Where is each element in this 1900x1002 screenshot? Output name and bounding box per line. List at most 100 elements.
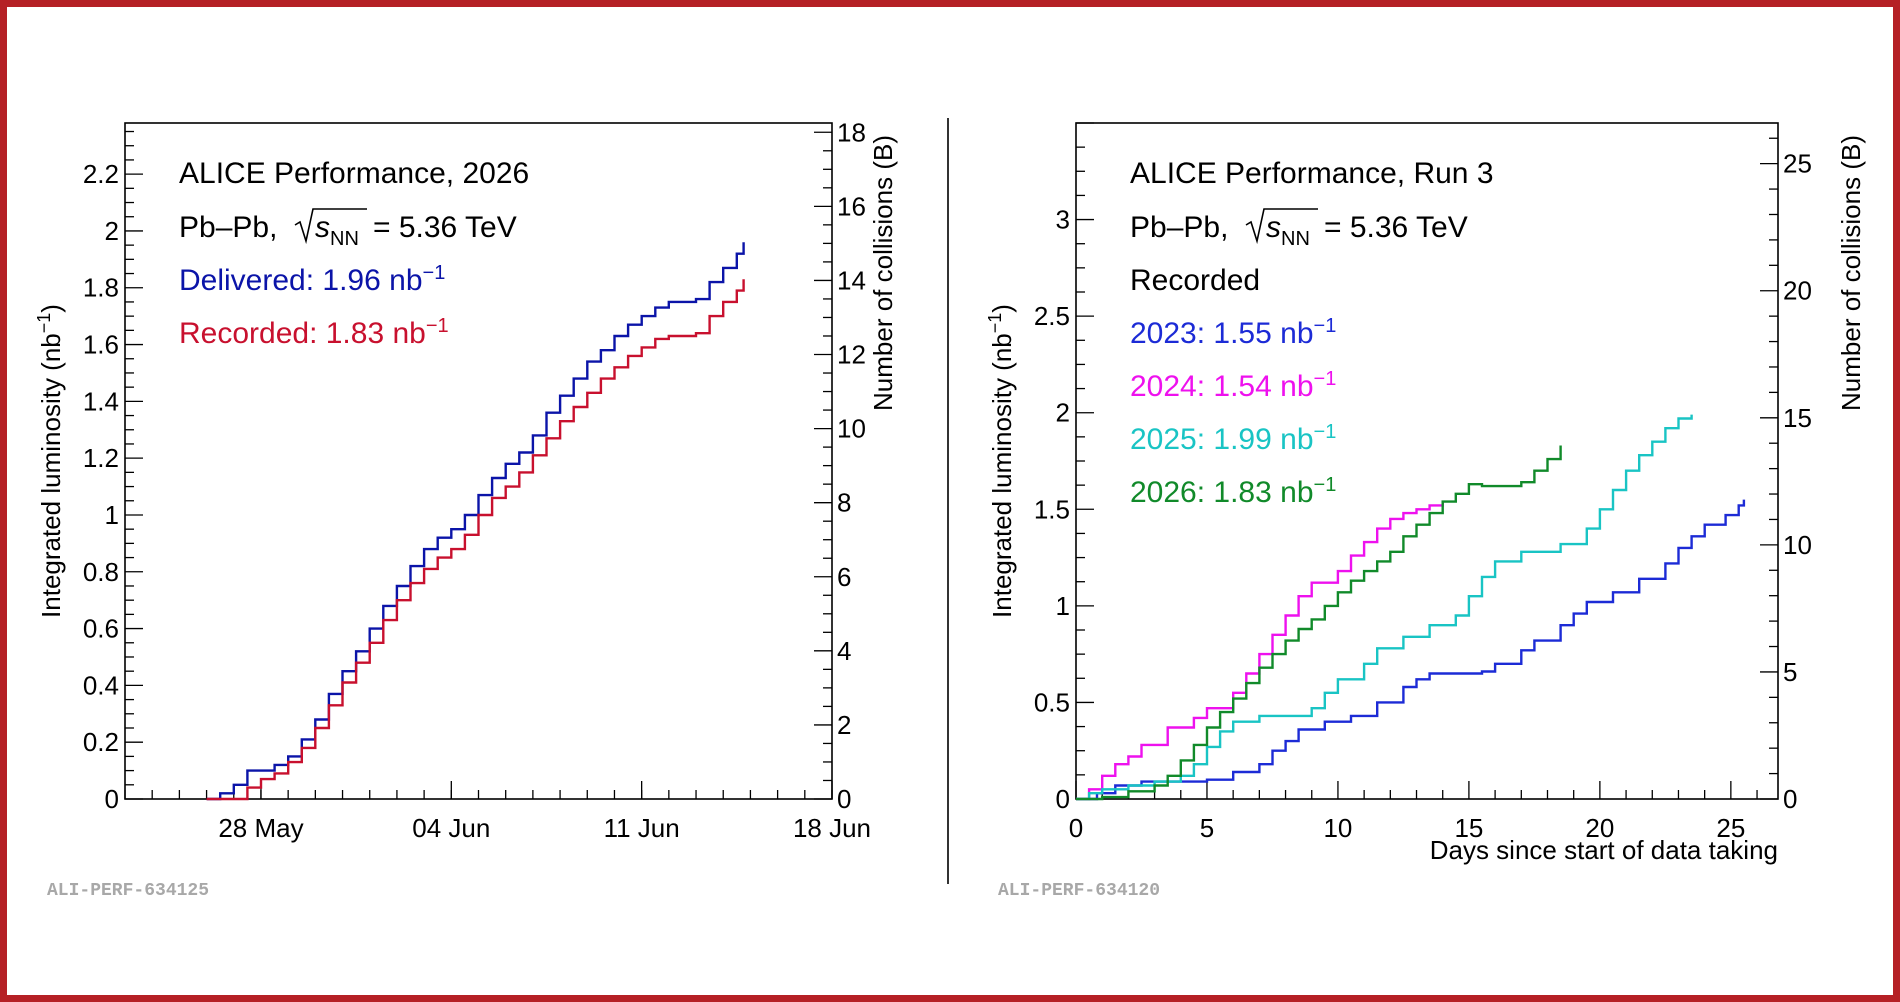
legend-entry-delivered: Delivered: 1.96 nb−1: [179, 262, 445, 297]
y-tick-label: 1: [105, 500, 119, 530]
legend-label: 2025: 1.99: [1130, 423, 1272, 456]
y2-tick-label: 0: [837, 784, 851, 814]
y-tick-label: 0: [1056, 784, 1070, 814]
y2-tick-label: 12: [837, 340, 866, 370]
y-axis-title: Integrated luminosity (nb−1): [985, 304, 1017, 618]
collision-system: Pb–Pb,: [179, 211, 277, 244]
panel-id: ALI-PERF-634120: [998, 881, 1160, 901]
y-axis-title-text: Integrated luminosity (nb: [987, 333, 1017, 618]
y-tick-label: 0.8: [83, 557, 119, 587]
x-tick-label: 5: [1200, 813, 1214, 843]
series-line-2026: [1076, 445, 1562, 801]
panel-id: ALI-PERF-634125: [47, 881, 209, 901]
y2-axis-title: Number of collisions (B): [868, 135, 898, 411]
series-line-recorded: [206, 279, 745, 801]
y-tick-label: 0.2: [83, 727, 119, 757]
chart-panel-2: 0 0.5 1 1.5 2 2.5 3 0 5 10 15 20 25 0 5 10 15 20 25 Integra…: [985, 122, 1866, 901]
legend-subtitle: Recorded: [1130, 264, 1260, 297]
legend-unit: nb: [1280, 423, 1313, 456]
sqrt-s-nn: sNN: [1266, 211, 1310, 250]
legend-unit: nb: [392, 317, 425, 350]
y2-tick-label: 6: [837, 562, 851, 592]
legend-exp: −1: [1314, 474, 1337, 496]
legend-space: [384, 317, 392, 350]
y2-tick-label: 14: [837, 265, 866, 295]
series-line-2025: [1076, 414, 1693, 801]
legend-label: Recorded: 1.83: [179, 317, 384, 350]
y-tick-label: 2.5: [1034, 301, 1070, 331]
legend-entry-2024: 2024: 1.54 nb−1: [1130, 368, 1336, 403]
y-tick-label: 2.2: [83, 159, 119, 189]
legend-exp: −1: [426, 315, 449, 337]
x-tick-label: 28 May: [218, 813, 303, 843]
y-axis-title-text: Integrated luminosity (nb: [36, 333, 66, 618]
x-axis-title: Days since start of data taking: [1430, 835, 1778, 865]
legend-entry-2025: 2025: 1.99 nb−1: [1130, 421, 1336, 456]
series-line-2023: [1076, 499, 1746, 801]
y2-tick-label: 18: [837, 117, 866, 147]
y2-tick-label: 25: [1783, 149, 1812, 179]
figure-canvas: 00.20.40.60.811.21.41.61.822.20246810121…: [34, 117, 1866, 901]
y2-tick-label: 15: [1783, 403, 1812, 433]
x-tick-label: 11 Jun: [604, 813, 680, 843]
y-tick-label: 2: [105, 216, 119, 246]
collision-system-prefix: Pb–Pb,: [1130, 211, 1228, 244]
series-line-delivered: [206, 242, 745, 801]
y-axis-title-close: ): [36, 304, 66, 313]
x-tick-label: 20: [1585, 813, 1614, 843]
sqrt-sign: [1245, 208, 1318, 245]
legend-exp: −1: [1314, 421, 1337, 443]
y-axis-title-exp: −1: [34, 313, 54, 334]
legend-space: [1272, 476, 1280, 509]
x-tick-label: 10: [1323, 813, 1352, 843]
y-tick-label: 1.6: [83, 330, 119, 360]
y2-tick-label: 10: [1783, 530, 1812, 560]
y-tick-label: 0.4: [83, 670, 119, 700]
legend-label: 2023: 1.55: [1130, 317, 1272, 350]
legend-space: [381, 264, 389, 297]
y-tick-label: 1: [1056, 591, 1070, 621]
collision-system-prefix: Pb–Pb,: [179, 211, 277, 244]
legend-space: [1272, 370, 1280, 403]
y-tick-label: 1.5: [1034, 494, 1070, 524]
legend-unit: nb: [1280, 317, 1313, 350]
chart-title: ALICE Performance, 2026: [179, 157, 529, 190]
y2-tick-label: 2: [837, 710, 851, 740]
legend-label: 2026: 1.83: [1130, 476, 1272, 509]
chart-panel-1: 0 0.2 0.4 0.6 0.8 1 1.2 1.4 1.6 1.8 2 2.2 0 2 4 6 8 10 12 1…: [34, 117, 898, 901]
legend-entry-2023: 2023: 1.55 nb−1: [1130, 315, 1336, 350]
y2-tick-label: 8: [837, 488, 851, 518]
y2-tick-label: 10: [837, 414, 866, 444]
legend-entry-2026: 2026: 1.83 nb−1: [1130, 474, 1336, 509]
y2-tick-label: 4: [837, 636, 851, 666]
y-tick-label: 0.6: [83, 614, 119, 644]
y-tick-label: 1.8: [83, 273, 119, 303]
y-tick-label: 2: [1056, 398, 1070, 428]
legend-unit: nb: [1280, 476, 1313, 509]
x-tick-label: 18 Jun: [793, 813, 871, 843]
y-axis-title: Integrated luminosity (nb−1): [34, 304, 66, 618]
legend-label: Delivered: 1.96: [179, 264, 381, 297]
y-tick-label: 1.4: [83, 386, 119, 416]
y-tick-label: 1.2: [83, 443, 119, 473]
sqrt-sign: [294, 208, 367, 245]
energy-value: = 5.36 TeV: [373, 211, 517, 244]
legend-unit: nb: [389, 264, 422, 297]
legend-unit: nb: [1280, 370, 1313, 403]
chart-title: ALICE Performance, Run 3: [1130, 157, 1494, 190]
y-axis-title-close: ): [987, 304, 1017, 313]
legend-exp: −1: [1314, 368, 1337, 390]
x-tick-label: 0: [1069, 813, 1083, 843]
x-tick-label: 15: [1454, 813, 1483, 843]
legend-exp: −1: [1314, 315, 1337, 337]
legend-label: 2024: 1.54: [1130, 370, 1272, 403]
y2-tick-label: 5: [1783, 657, 1797, 687]
y-tick-label: 0.5: [1034, 687, 1070, 717]
y-axis-title-exp: −1: [985, 313, 1005, 334]
y2-tick-label: 16: [837, 191, 866, 221]
series-line-2024: [1076, 501, 1444, 801]
y2-tick-label: 0: [1783, 784, 1797, 814]
collision-system: Pb–Pb,: [1130, 211, 1228, 244]
energy-value: = 5.36 TeV: [1324, 211, 1468, 244]
